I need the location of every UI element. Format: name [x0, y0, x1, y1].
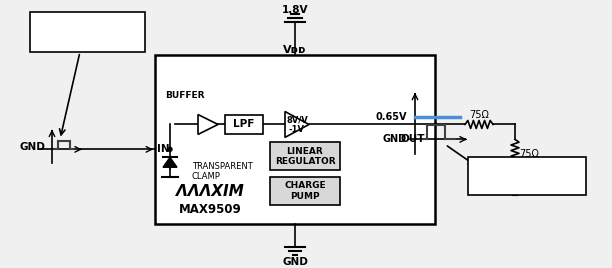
Text: TRANSPARENT
CLAMP: TRANSPARENT CLAMP	[192, 162, 253, 181]
Bar	[270, 177, 340, 205]
Text: GND: GND	[20, 142, 46, 152]
Text: See the Scope
Trace in Figure 5a: See the Scope Trace in Figure 5a	[34, 21, 140, 43]
Text: 1.8V: 1.8V	[282, 5, 308, 15]
Text: MAX9509: MAX9509	[179, 203, 241, 215]
Bar	[30, 12, 145, 52]
Text: 75Ω: 75Ω	[469, 110, 489, 120]
Circle shape	[168, 147, 172, 151]
Text: LINEAR
REGULATOR: LINEAR REGULATOR	[275, 147, 335, 166]
Text: OUT: OUT	[400, 134, 425, 144]
Polygon shape	[163, 157, 177, 167]
Text: 75Ω: 75Ω	[519, 149, 539, 159]
Bar	[155, 55, 435, 224]
Text: See the Scope
Trace in Figure 5b: See the Scope Trace in Figure 5b	[474, 165, 580, 187]
Text: BUFFER: BUFFER	[165, 91, 205, 100]
Bar	[468, 157, 586, 195]
Text: CHARGE
PUMP: CHARGE PUMP	[284, 181, 326, 201]
Text: Vᴅᴅ: Vᴅᴅ	[283, 45, 307, 55]
Polygon shape	[198, 114, 218, 135]
Text: IN: IN	[157, 144, 170, 154]
Text: ΛΛΛXIM: ΛΛΛXIM	[176, 184, 244, 199]
Text: GND: GND	[383, 134, 407, 144]
Bar	[225, 114, 263, 135]
Text: 0.65V: 0.65V	[376, 113, 407, 122]
Polygon shape	[285, 111, 309, 137]
Text: -1V: -1V	[289, 125, 305, 134]
Text: 8V/V: 8V/V	[286, 116, 308, 125]
Bar	[270, 142, 340, 170]
Text: GND: GND	[282, 257, 308, 267]
Text: LPF: LPF	[233, 120, 255, 129]
